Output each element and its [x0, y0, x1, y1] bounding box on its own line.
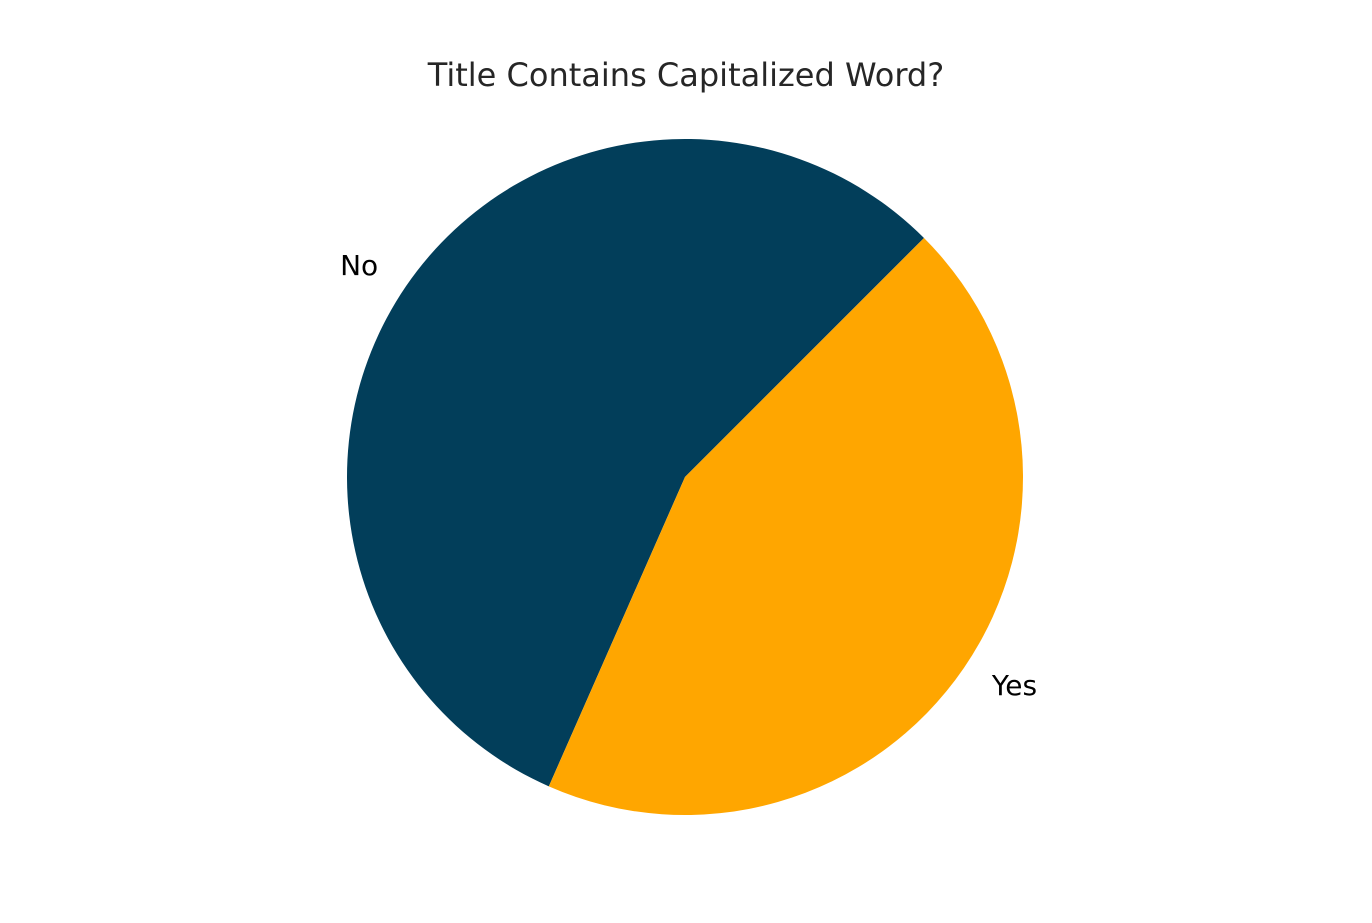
pie-slices: [346, 138, 1023, 815]
chart-title: Title Contains Capitalized Word?: [427, 56, 944, 94]
pie-slice-no: [346, 138, 925, 787]
slice-label-no: No: [340, 249, 378, 282]
slice-label-yes: Yes: [991, 669, 1037, 702]
pie-labels: No Yes: [340, 249, 1037, 702]
pie-slice-yes: [548, 237, 1023, 815]
